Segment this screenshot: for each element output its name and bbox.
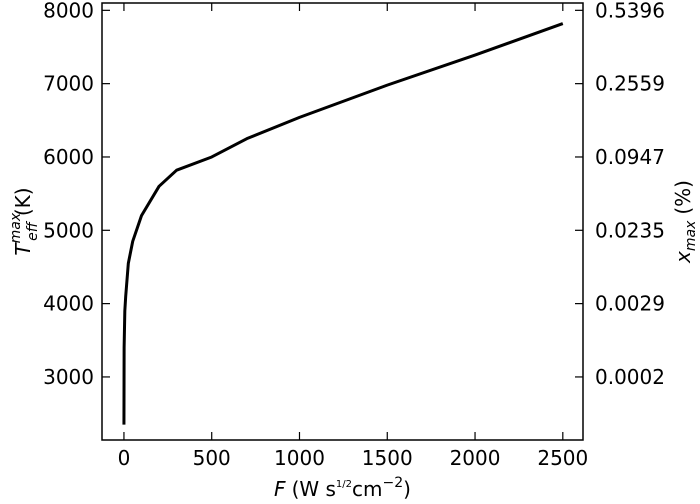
x-label-unit: cm <box>352 477 382 501</box>
line <box>122 22 564 425</box>
x-tick-label: 2000 <box>450 446 501 470</box>
y2-tick-label: 0.2559 <box>595 72 665 96</box>
y2-axis-label: xmax (%) <box>671 180 699 264</box>
x-axis-label: F (W s1/2cm−2) <box>274 475 411 501</box>
y2-tick-label: 0.0947 <box>595 145 665 169</box>
x-label-open: (W s <box>292 477 336 501</box>
x-label-unit-exponent: −2 <box>383 475 404 491</box>
y2-label-unit: (%) <box>671 180 695 215</box>
y-label-sup: max <box>8 212 24 243</box>
x-tick-label: 1500 <box>362 446 413 470</box>
y-axis-label: Tmaxeff (K) <box>8 187 41 255</box>
y2-label-sub: max <box>683 220 699 251</box>
y-tick-label: 8000 <box>43 0 94 22</box>
y-tick-label: 3000 <box>43 365 94 389</box>
plot-frame <box>101 2 584 441</box>
y-tick-label: 6000 <box>43 145 94 169</box>
x-tick-label: 0 <box>118 446 131 470</box>
y2-label-symbol: x <box>671 251 695 264</box>
x-tick-label: 2500 <box>537 446 588 470</box>
y-tick-label: 7000 <box>43 72 94 96</box>
x-label-close: ) <box>403 477 411 501</box>
x-label-exponent: 1/2 <box>336 479 352 490</box>
y-label-unit: (K) <box>11 187 35 216</box>
y2-tick-label: 0.0002 <box>595 365 665 389</box>
y-tick-label: 5000 <box>43 218 94 242</box>
x-tick-label: 500 <box>193 446 231 470</box>
y-label-symbol: T <box>11 242 35 256</box>
y-label-sub: eff <box>25 220 41 241</box>
y2-tick-label: 0.0029 <box>595 292 665 316</box>
y2-tick-label: 0.0235 <box>595 218 665 242</box>
y2-tick-label: 0.5396 <box>595 0 665 22</box>
y-tick-label: 4000 <box>43 292 94 316</box>
x-label-symbol: F <box>274 477 286 501</box>
x-tick-label: 1000 <box>274 446 325 470</box>
